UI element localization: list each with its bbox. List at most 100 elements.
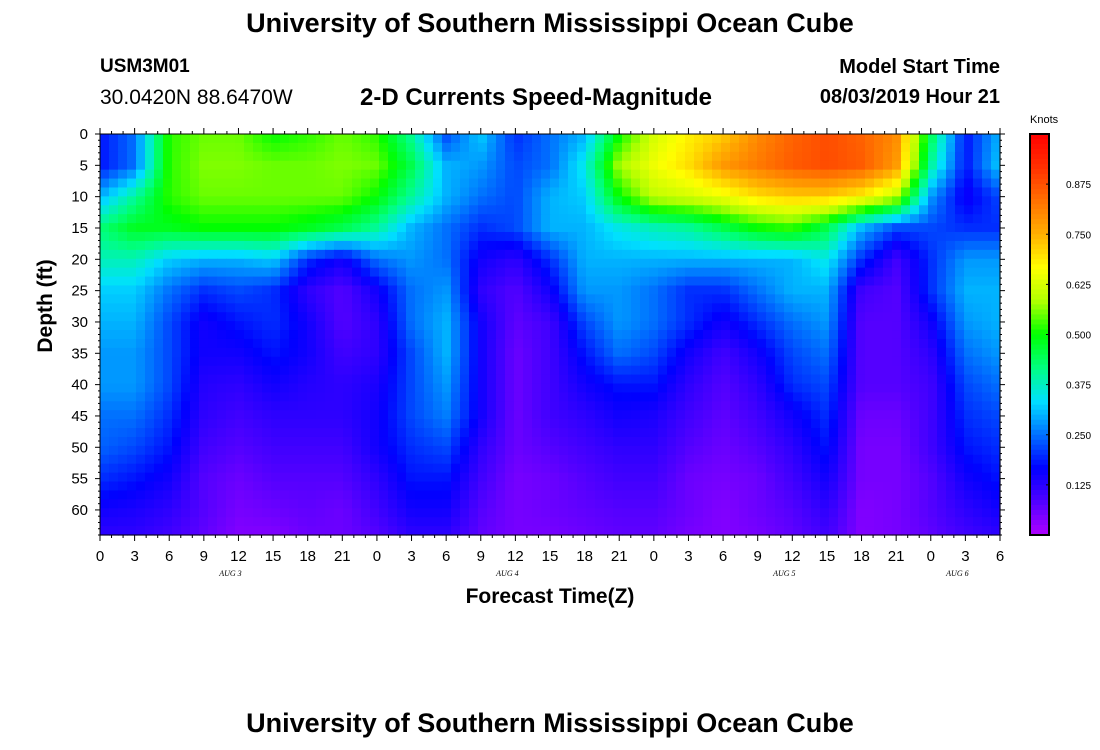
heatmap-cell (622, 178, 632, 189)
heatmap-cell (730, 223, 740, 233)
heatmap-cell (748, 258, 758, 269)
heatmap-cell (217, 428, 227, 438)
heatmap-cell (964, 169, 974, 180)
heatmap-cell (928, 374, 938, 385)
heatmap-cell (622, 374, 632, 385)
heatmap-cell (235, 401, 245, 411)
heatmap-cell (163, 276, 173, 287)
heatmap-cell (325, 436, 335, 447)
heatmap-cell (667, 517, 677, 527)
heatmap-cell (640, 303, 650, 313)
heatmap-cell (811, 463, 821, 474)
heatmap-cell (883, 481, 893, 492)
heatmap-cell (730, 338, 740, 349)
heatmap-cell (676, 490, 686, 500)
heatmap-cell (685, 232, 695, 242)
heatmap-cell (370, 169, 380, 180)
heatmap-cell (253, 223, 263, 233)
heatmap-cell (775, 303, 785, 313)
heatmap-cell (505, 365, 515, 376)
heatmap-cell (649, 312, 659, 322)
heatmap-cell (172, 134, 182, 144)
heatmap-cell (262, 338, 272, 349)
heatmap-cell (586, 472, 596, 483)
heatmap-cell (685, 134, 695, 144)
heatmap-cell (730, 142, 740, 153)
colorbar-segment (1030, 199, 1049, 205)
heatmap-cell (541, 490, 551, 500)
heatmap-cell (343, 330, 353, 340)
heatmap-cell (397, 214, 407, 224)
heatmap-cell (469, 169, 479, 180)
heatmap-cell (235, 285, 245, 295)
heatmap-cell (901, 499, 911, 509)
heatmap-cell (352, 196, 362, 206)
heatmap-cell (271, 205, 281, 215)
heatmap-cell (109, 428, 119, 438)
heatmap-cell (559, 294, 569, 304)
heatmap-cell (514, 365, 524, 376)
heatmap-cell (991, 436, 1001, 447)
heatmap-cell (190, 223, 200, 233)
heatmap-cell (352, 445, 362, 456)
heatmap-cell (649, 445, 659, 456)
heatmap-cell (127, 160, 137, 171)
heatmap-cell (505, 330, 515, 340)
heatmap-cell (550, 410, 560, 420)
heatmap-cell (109, 249, 119, 260)
heatmap-cell (577, 330, 587, 340)
heatmap-cell (856, 356, 866, 367)
heatmap-cell (307, 472, 317, 483)
heatmap-cell (109, 187, 119, 197)
heatmap-cell (640, 365, 650, 376)
heatmap-cell (982, 419, 992, 429)
heatmap-cell (235, 383, 245, 394)
heatmap-cell (289, 285, 299, 295)
heatmap-cell (163, 499, 173, 509)
heatmap-cell (280, 294, 290, 304)
heatmap-cell (964, 347, 974, 358)
heatmap-cell (514, 436, 524, 447)
heatmap-cell (325, 481, 335, 492)
heatmap-cell (145, 463, 155, 474)
heatmap-cell (451, 223, 461, 233)
heatmap-cell (937, 151, 947, 162)
heatmap-cell (946, 374, 956, 385)
heatmap-cell (685, 303, 695, 313)
heatmap-cell (487, 365, 497, 376)
heatmap-cell (325, 232, 335, 242)
heatmap-cell (784, 205, 794, 215)
heatmap-cell (541, 249, 551, 260)
heatmap-cell (982, 338, 992, 349)
heatmap-cell (973, 445, 983, 456)
heatmap-cell (550, 294, 560, 304)
heatmap-cell (478, 249, 488, 260)
heatmap-cell (433, 240, 443, 251)
heatmap-cell (316, 481, 326, 492)
heatmap-cell (433, 454, 443, 465)
heatmap-cell (901, 445, 911, 456)
heatmap-cell (577, 134, 587, 144)
heatmap-cell (757, 517, 767, 527)
heatmap-cell (910, 214, 920, 224)
heatmap-cell (478, 338, 488, 349)
heatmap-cell (316, 249, 326, 260)
heatmap-cell (820, 481, 830, 492)
y-tick-label: 55 (71, 471, 88, 488)
heatmap-cell (109, 142, 119, 153)
heatmap-cell (460, 356, 470, 367)
heatmap-cell (982, 392, 992, 402)
heatmap-cell (181, 499, 191, 509)
heatmap-cell (316, 365, 326, 376)
heatmap-cell (253, 454, 263, 465)
heatmap-cell (676, 374, 686, 385)
heatmap-cell (892, 481, 902, 492)
heatmap-cell (856, 454, 866, 465)
heatmap-cell (901, 267, 911, 278)
heatmap-cell (541, 267, 551, 278)
heatmap-cell (559, 445, 569, 456)
heatmap-cell (595, 178, 605, 189)
heatmap-cell (946, 481, 956, 492)
heatmap-cell (109, 178, 119, 189)
heatmap-cell (172, 178, 182, 189)
